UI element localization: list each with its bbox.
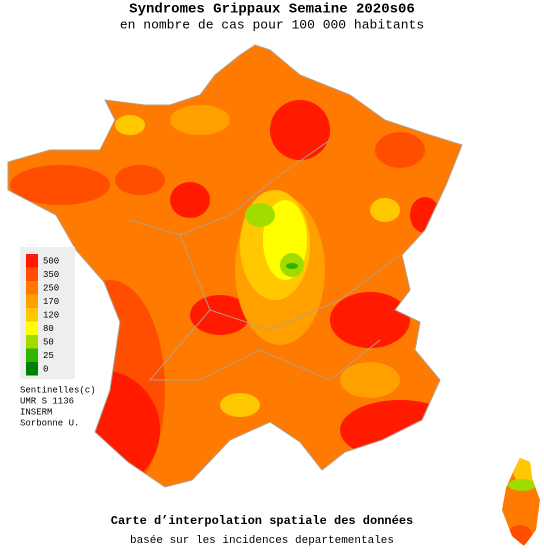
- legend-label: 250: [43, 283, 59, 293]
- zone: [270, 100, 330, 160]
- map-title: Syndromes Grippaux Semaine 2020s06: [129, 2, 415, 18]
- legend-swatch: [26, 281, 38, 295]
- legend-swatch: [26, 254, 38, 268]
- zone: [220, 393, 260, 417]
- legend-label: 350: [43, 270, 59, 280]
- legend-label: 120: [43, 310, 59, 320]
- legend-swatch: [26, 294, 38, 308]
- zone: [508, 479, 536, 491]
- region-borders: [129, 139, 401, 381]
- zone: [370, 198, 400, 222]
- credit: INSERM: [20, 407, 52, 417]
- zone: [170, 105, 230, 135]
- credit: UMR S 1136: [20, 396, 74, 406]
- legend-label: 50: [43, 337, 54, 347]
- zone: [190, 295, 250, 335]
- zone: [115, 115, 145, 135]
- zone: [115, 165, 165, 195]
- corsica-map: [502, 458, 540, 546]
- zone: [286, 263, 298, 269]
- legend-swatch: [26, 321, 38, 335]
- legend-label: 80: [43, 324, 54, 334]
- legend-swatch: [26, 335, 38, 349]
- zone: [340, 400, 460, 460]
- france-outline: [7, 44, 463, 488]
- legend-swatch: [26, 362, 38, 376]
- legend-swatch: [26, 267, 38, 281]
- zone: [410, 197, 440, 233]
- footer-title: Carte d’interpolation spatiale des donné…: [111, 514, 413, 528]
- legend-label: 0: [43, 364, 48, 374]
- credit: Sorbonne U.: [20, 418, 79, 428]
- zone: [375, 132, 425, 168]
- zone: [245, 203, 275, 227]
- zone: [340, 362, 400, 398]
- legend-label: 170: [43, 297, 59, 307]
- legend-label: 500: [43, 256, 59, 266]
- credit: Sentinelles(c): [20, 385, 96, 395]
- zone: [10, 165, 110, 205]
- legend-swatch: [26, 348, 38, 362]
- zone: [508, 525, 532, 545]
- legend-swatch: [26, 308, 38, 322]
- footer-subtitle: basée sur les incidences departementales: [130, 535, 394, 547]
- zone: [170, 182, 210, 218]
- legend-label: 25: [43, 351, 54, 361]
- zone: [330, 292, 410, 348]
- map-subtitle: en nombre de cas pour 100 000 habitants: [120, 17, 424, 32]
